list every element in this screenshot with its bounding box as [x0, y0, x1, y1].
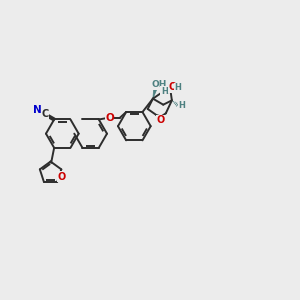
Text: H: H [161, 87, 168, 96]
Text: OH: OH [151, 80, 166, 89]
Text: H: H [178, 101, 185, 110]
Text: H: H [174, 83, 181, 92]
Text: O: O [105, 113, 114, 123]
Text: O: O [58, 172, 66, 182]
Text: N: N [33, 105, 42, 115]
Polygon shape [153, 86, 158, 99]
Text: O: O [157, 115, 165, 125]
Text: O: O [169, 82, 177, 92]
Text: C: C [41, 109, 49, 119]
